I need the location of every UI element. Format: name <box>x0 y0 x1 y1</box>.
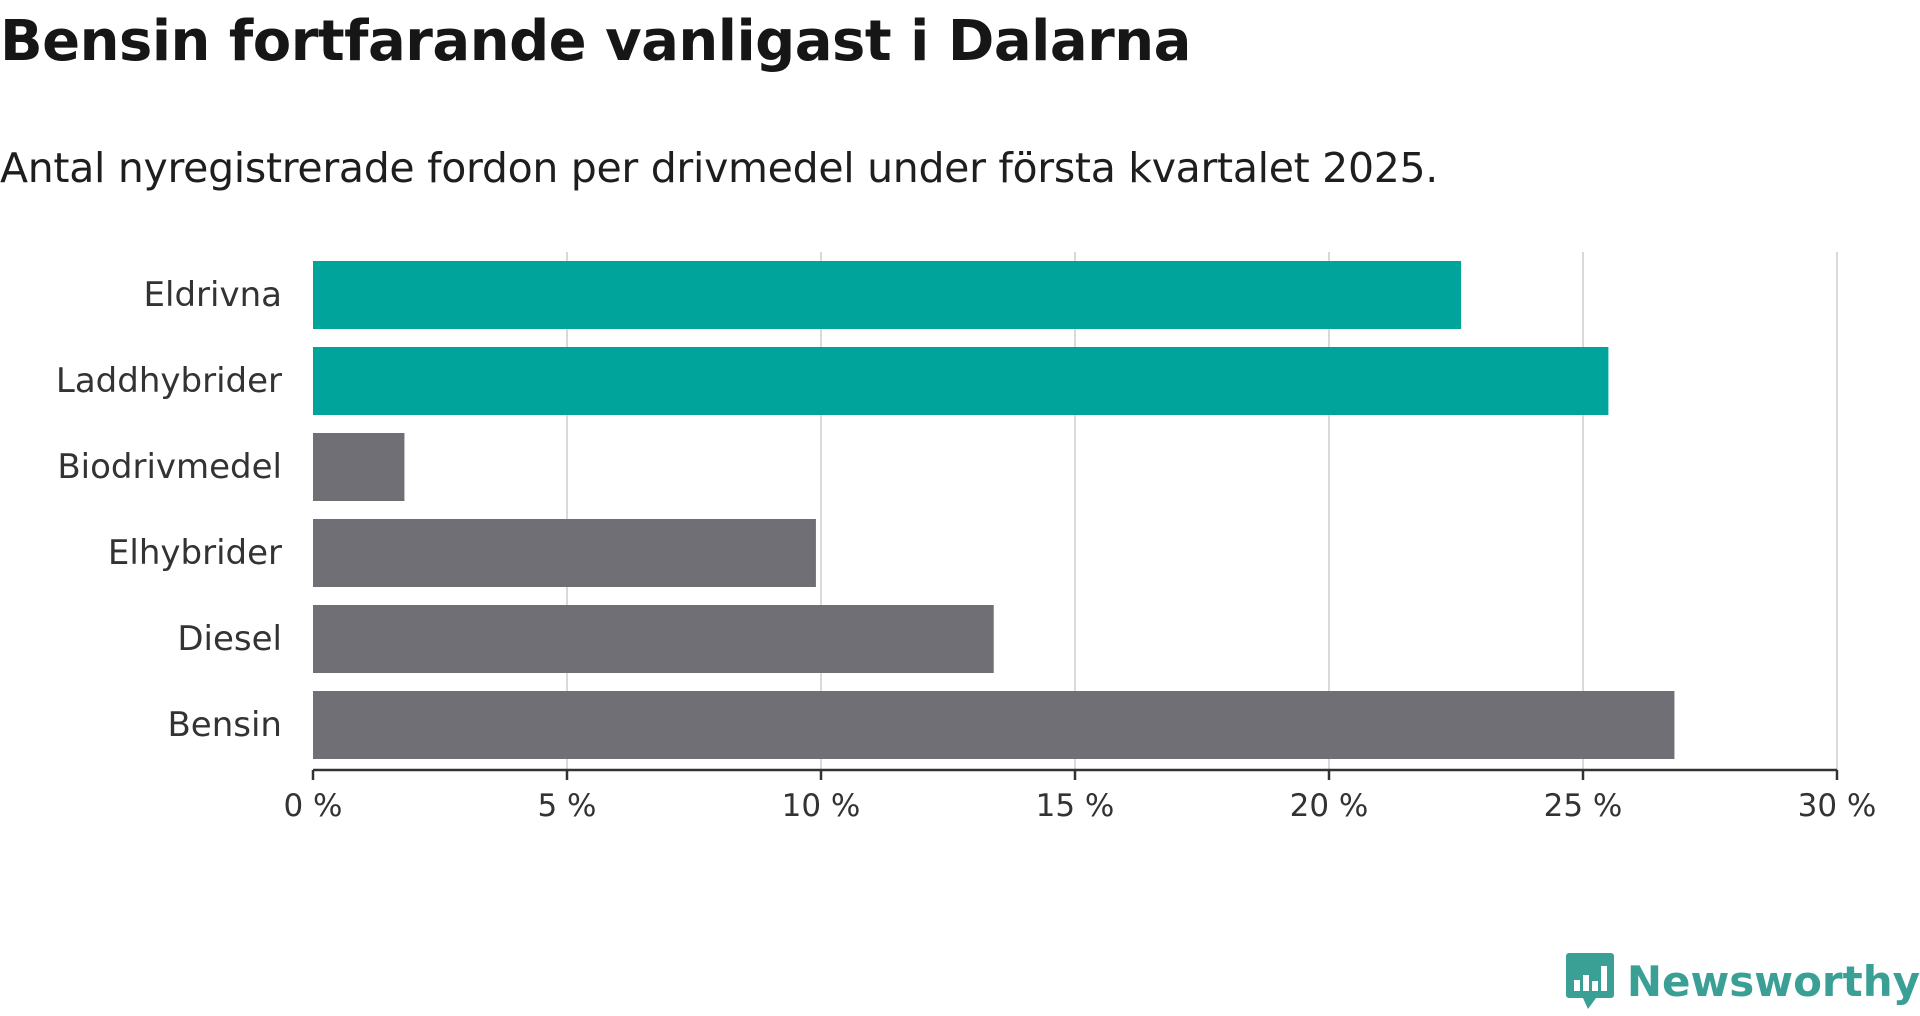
category-label-biodrivmedel: Biodrivmedel <box>57 447 282 487</box>
x-tick-label-0: 0 % <box>283 788 342 824</box>
x-tick-label-5: 25 % <box>1544 788 1623 824</box>
x-tick-label-3: 15 % <box>1036 788 1115 824</box>
x-tick-label-2: 10 % <box>782 788 861 824</box>
x-tick-label-6: 30 % <box>1798 788 1877 824</box>
chart-subtitle: Antal nyregistrerade fordon per drivmede… <box>0 144 1439 192</box>
category-label-bensin: Bensin <box>167 705 282 745</box>
newsworthy-brand: Newsworthy <box>1565 946 1920 1016</box>
bar-elhybrider <box>313 519 816 587</box>
category-label-laddhybrider: Laddhybrider <box>56 361 282 401</box>
bar-biodrivmedel <box>313 433 405 501</box>
gridlines <box>566 252 1838 770</box>
category-label-elhybrider: Elhybrider <box>108 533 282 573</box>
bars <box>313 261 1675 759</box>
category-label-diesel: Diesel <box>177 619 282 659</box>
bar-bensin <box>313 691 1675 759</box>
brand-name: Newsworthy <box>1626 956 1920 1006</box>
x-tick-label-4: 20 % <box>1290 788 1369 824</box>
bar-laddhybrider <box>313 347 1609 415</box>
category-label-eldrivna: Eldrivna <box>144 275 282 315</box>
bar-eldrivna <box>313 261 1462 329</box>
x-axis: 0 % 5 % 10 % 15 % 20 % 25 % 30 % <box>283 768 1877 824</box>
x-tick-label-1: 5 % <box>537 788 596 824</box>
chart-title: Bensin fortfarande vanligast i Dalarna <box>0 9 1191 74</box>
newsworthy-logo-icon <box>1565 953 1614 1009</box>
category-labels: Eldrivna Laddhybrider Biodrivmedel Elhybrid… <box>56 275 282 745</box>
bar-diesel <box>313 605 994 673</box>
